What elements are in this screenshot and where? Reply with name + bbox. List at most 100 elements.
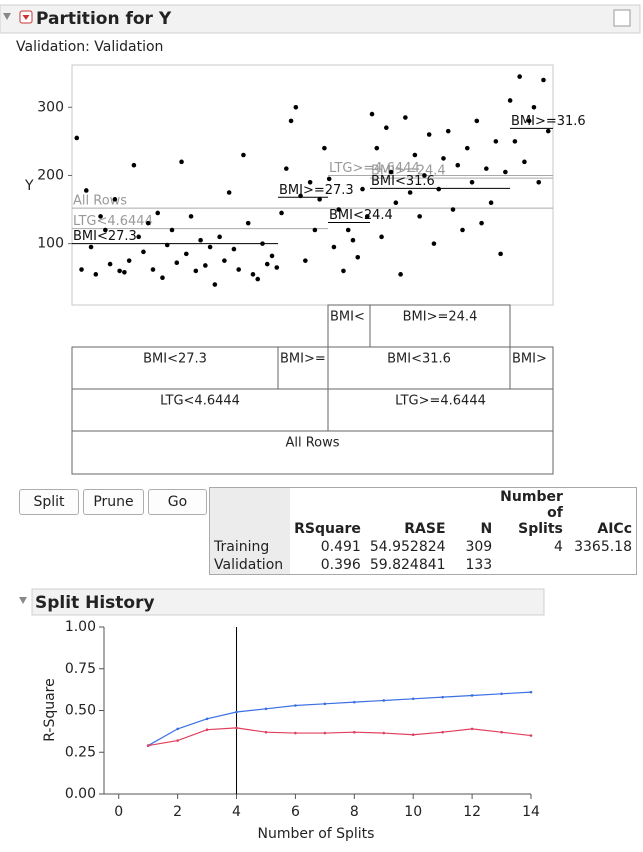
split-button[interactable]: Split bbox=[19, 489, 79, 515]
leaf-label: BMI>=24.4 bbox=[371, 164, 446, 179]
series-point bbox=[500, 692, 503, 696]
data-point bbox=[322, 145, 327, 151]
data-point bbox=[407, 190, 413, 195]
data-point bbox=[122, 269, 127, 275]
tree-node bbox=[277, 346, 329, 390]
data-point bbox=[345, 227, 351, 233]
data-point bbox=[193, 268, 199, 274]
x-tick-label: 14 bbox=[522, 804, 540, 820]
go-button[interactable]: Go bbox=[148, 489, 207, 515]
data-point bbox=[374, 145, 380, 151]
data-point bbox=[303, 258, 308, 263]
data-point bbox=[103, 227, 108, 233]
series-point bbox=[323, 731, 327, 735]
data-point bbox=[355, 254, 361, 260]
data-point bbox=[198, 237, 203, 243]
data-point bbox=[350, 237, 356, 243]
data-point bbox=[88, 244, 94, 250]
data-point bbox=[79, 267, 84, 272]
table-cell: 133 bbox=[465, 557, 493, 573]
data-point bbox=[150, 267, 156, 272]
prune-button[interactable]: Prune bbox=[83, 489, 144, 515]
data-point bbox=[155, 210, 161, 216]
data-point bbox=[293, 104, 299, 110]
section-bar bbox=[31, 588, 545, 616]
x-tick-label: 6 bbox=[291, 804, 300, 820]
y-tick-label: 0.75 bbox=[65, 661, 96, 677]
series-point bbox=[264, 707, 268, 711]
data-point bbox=[517, 74, 522, 79]
data-point bbox=[279, 210, 284, 216]
table-cell bbox=[567, 556, 637, 575]
data-point bbox=[441, 156, 446, 161]
tree-node-label: LTG<4.6444 bbox=[160, 394, 240, 409]
disclosure-triangle[interactable] bbox=[3, 13, 11, 20]
row-label: Validation bbox=[209, 556, 291, 575]
series-point bbox=[176, 727, 179, 731]
data-point bbox=[274, 265, 280, 270]
y-tick-label: 0.50 bbox=[65, 703, 96, 719]
series-point bbox=[235, 726, 238, 730]
x-tick-label: 8 bbox=[350, 804, 359, 820]
pin-icon[interactable] bbox=[613, 9, 631, 27]
series-point bbox=[353, 700, 356, 704]
tree-node-label: LTG>=4.6444 bbox=[395, 394, 486, 409]
data-point bbox=[336, 207, 341, 212]
x-tick-label: 10 bbox=[404, 804, 422, 820]
series-point bbox=[441, 730, 444, 734]
data-point bbox=[379, 234, 384, 240]
data-point bbox=[250, 272, 256, 277]
data-point bbox=[188, 214, 194, 219]
series-point bbox=[235, 710, 238, 714]
data-point bbox=[464, 145, 470, 151]
column-header: RASE bbox=[404, 521, 446, 537]
data-point bbox=[183, 251, 189, 257]
series-point bbox=[529, 734, 533, 737]
series-point bbox=[353, 730, 356, 734]
section-title: Split History bbox=[35, 593, 155, 613]
data-point bbox=[284, 166, 289, 171]
leaf-label: LTG>=4.6444 bbox=[329, 161, 420, 176]
data-point bbox=[436, 186, 442, 192]
data-point bbox=[231, 246, 237, 252]
series-point bbox=[205, 728, 209, 732]
data-point bbox=[212, 282, 218, 287]
x-tick-label: 0 bbox=[114, 804, 123, 820]
y-tick-label: 0.25 bbox=[65, 744, 96, 760]
column-header: RSquare bbox=[294, 521, 361, 537]
data-point bbox=[403, 115, 408, 120]
data-point bbox=[364, 214, 370, 219]
data-point bbox=[83, 188, 89, 193]
data-point bbox=[388, 169, 394, 175]
tree-node bbox=[509, 346, 554, 390]
data-point bbox=[174, 260, 180, 266]
leaf-label: BMI<27.3 bbox=[73, 229, 137, 244]
data-point bbox=[498, 251, 503, 257]
column-header: Number of Splits bbox=[500, 489, 563, 537]
data-point bbox=[526, 118, 532, 124]
series-point bbox=[500, 730, 503, 734]
series-point bbox=[382, 731, 386, 735]
data-point bbox=[536, 179, 542, 185]
y-tick-label: 1.00 bbox=[65, 619, 96, 635]
disclosure-triangle[interactable] bbox=[19, 597, 27, 604]
validation-label: Validation: Validation bbox=[16, 39, 163, 55]
header-row: RSquare RASE N Number of Splits AICc bbox=[209, 487, 637, 538]
data-point bbox=[531, 104, 537, 110]
data-point bbox=[484, 166, 489, 171]
series-point bbox=[411, 697, 415, 701]
tree-node-label: BMI< bbox=[330, 310, 365, 325]
data-point bbox=[112, 197, 118, 202]
data-point bbox=[141, 249, 146, 255]
tree-node-label: BMI>=24.4 bbox=[403, 310, 478, 325]
data-point bbox=[226, 190, 232, 195]
series-point bbox=[411, 733, 415, 737]
y-tick-label: 300 bbox=[37, 99, 64, 115]
data-point bbox=[431, 241, 437, 246]
data-point bbox=[445, 128, 451, 134]
leaf-label: BMI<24.4 bbox=[329, 208, 393, 223]
leaf-label: All Rows bbox=[73, 194, 127, 209]
tree-node bbox=[71, 388, 329, 432]
series-point bbox=[382, 699, 386, 702]
